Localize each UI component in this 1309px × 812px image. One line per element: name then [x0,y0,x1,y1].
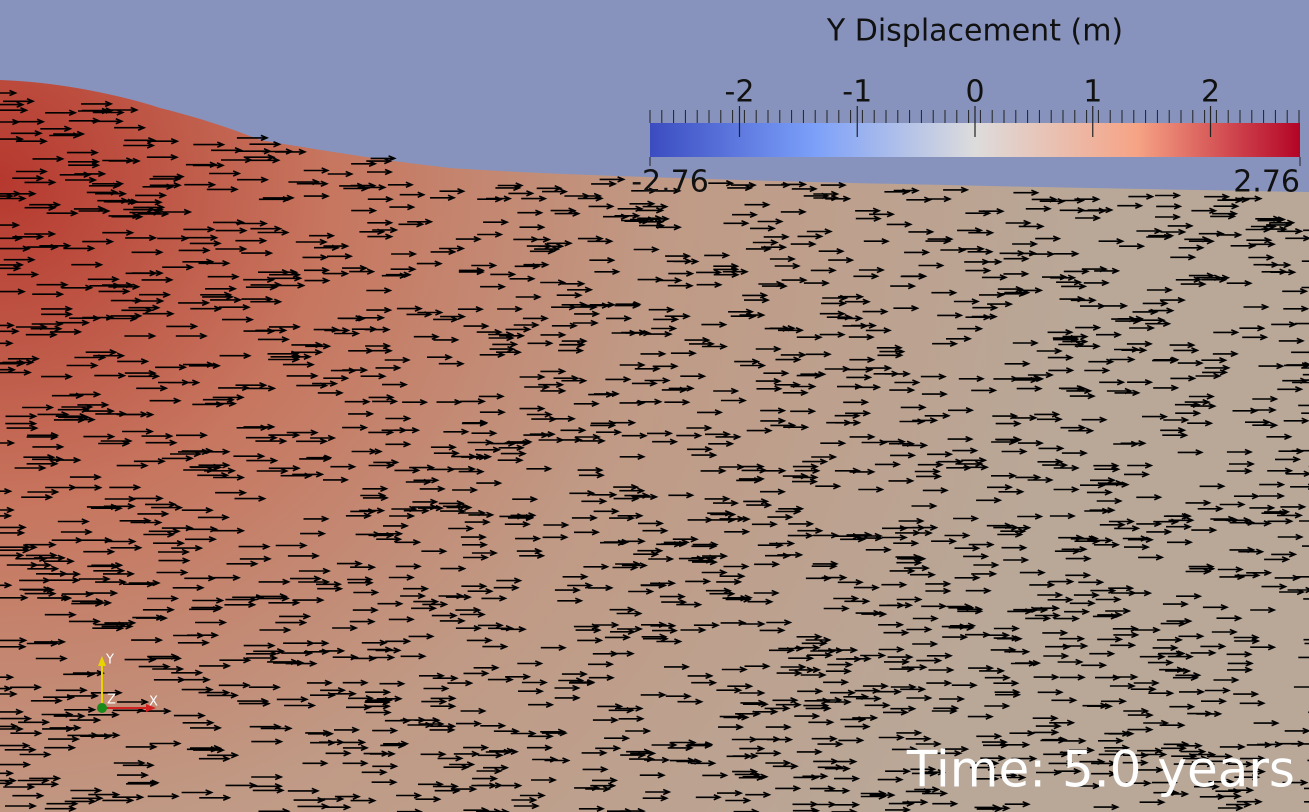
colorbar-title: Y Displacement (m) [826,14,1123,49]
tick-label: -2 [725,75,755,110]
tick-label: 0 [965,75,984,110]
glyph-arrows [0,89,1309,812]
colorbar: Y Displacement (m) -2 -1 0 1 2 -2.76 2.76 [631,14,1301,200]
orientation-axes: Y Z X [97,653,158,713]
tick-label: 2 [1201,75,1220,110]
z-label: Z [107,693,116,708]
terrain [0,80,1309,812]
tick-label: 1 [1083,75,1102,110]
tick-label: -1 [842,75,872,110]
range-label: 2.76 [1233,165,1300,200]
z-axis [97,703,107,713]
time-annotation: Time: 5.0 years [906,741,1295,799]
x-label: X [149,695,158,710]
y-label: Y [105,653,114,668]
range-label: -2.76 [631,165,709,200]
y-arrow [98,656,106,666]
x-arrow [146,704,156,712]
